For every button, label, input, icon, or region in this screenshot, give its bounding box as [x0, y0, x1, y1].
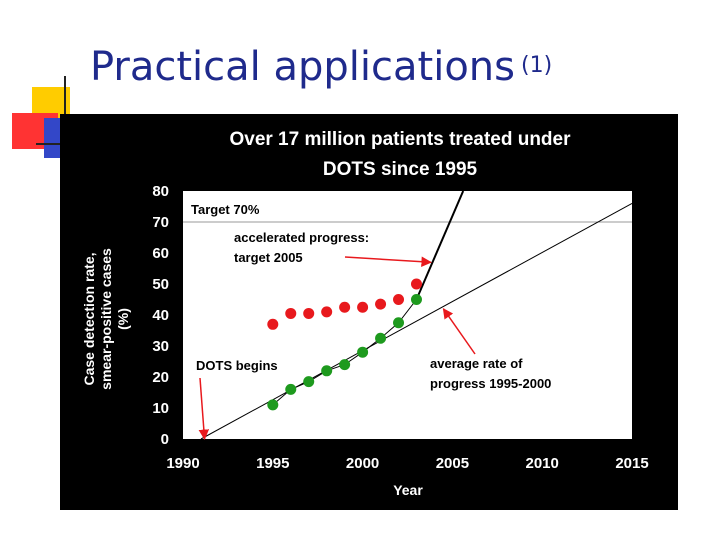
red-data-point: [393, 294, 405, 305]
deco-horizontal-line: [36, 143, 76, 145]
red-series-points: [267, 278, 422, 330]
y-tick-label: 30: [152, 338, 169, 355]
green-data-point: [357, 346, 369, 358]
red-data-point: [285, 307, 297, 319]
plot-area: [183, 191, 632, 439]
x-tick-label: 2005: [436, 455, 469, 472]
red-data-point: [339, 301, 351, 313]
annotation-average-arrow: [442, 307, 476, 355]
red-data-point: [375, 298, 387, 310]
red-data-point: [410, 278, 422, 290]
x-tick-label: 2010: [526, 455, 559, 472]
y-axis-label: Case detection rate, smear-positive case…: [81, 248, 131, 390]
x-tick-label: 1990: [166, 455, 199, 472]
slide-title-suffix: (1): [520, 53, 553, 78]
annotation-dots-begins-arrow: [198, 377, 210, 441]
slide-title: Practical applications (1): [90, 44, 552, 90]
y-tick-label: 70: [152, 214, 169, 231]
green-data-point: [393, 317, 405, 329]
x-tick-label: 1995: [256, 455, 289, 472]
green-data-point: [267, 399, 279, 411]
x-axis-label: Year: [393, 482, 423, 498]
slide-title-text: Practical applications: [90, 44, 515, 90]
red-data-point: [267, 318, 279, 330]
annotation-accelerated-line-1: accelerated progress:: [234, 230, 369, 245]
y-tick-label: 80: [152, 183, 169, 200]
green-series-points: [267, 294, 422, 411]
y-tick-label: 40: [152, 307, 169, 324]
green-data-point: [410, 294, 422, 305]
y-tick-label: 0: [161, 431, 169, 448]
chart-title-line-2: DOTS since 1995: [323, 159, 478, 180]
chart-title-line-1: Over 17 million patients treated under: [229, 129, 571, 150]
red-data-point: [303, 307, 315, 319]
x-tick-label: 2015: [615, 455, 648, 472]
red-data-point: [321, 306, 333, 318]
chart-panel: Over 17 million patients treated under D…: [60, 114, 678, 510]
y-tick-label: 60: [152, 245, 169, 262]
annotation-average-line-1: average rate of: [430, 356, 523, 371]
green-data-point: [303, 376, 315, 388]
y-tick-label: 50: [152, 276, 169, 293]
green-data-point: [285, 383, 297, 395]
y-tick-labels: 0 10 20 30 40 50 60 70 80: [152, 183, 169, 448]
green-data-point: [339, 359, 351, 371]
y-tick-label: 20: [152, 369, 169, 386]
y-axis-label-line-1: Case detection rate,: [81, 252, 97, 385]
annotation-dots-begins: DOTS begins: [196, 358, 278, 373]
x-tick-label: 2000: [346, 455, 379, 472]
x-tick-labels: 1990 1995 2000 2005 2010 2015: [166, 455, 648, 472]
green-data-point: [375, 332, 387, 344]
annotation-accelerated-arrow: [344, 256, 432, 267]
red-data-point: [357, 301, 369, 313]
y-axis-label-line-3: (%): [115, 308, 131, 330]
accelerated-line: [415, 190, 465, 300]
annotation-average-line-2: progress 1995-2000: [430, 376, 551, 391]
target-label: Target 70%: [191, 202, 260, 217]
deco-vertical-line: [64, 76, 66, 150]
y-axis-label-line-2: smear-positive cases: [98, 248, 114, 390]
chart-svg: Over 17 million patients treated under D…: [81, 129, 649, 498]
annotation-accelerated-line-2: target 2005: [234, 250, 303, 265]
y-tick-label: 10: [152, 400, 169, 417]
green-data-point: [321, 365, 333, 377]
